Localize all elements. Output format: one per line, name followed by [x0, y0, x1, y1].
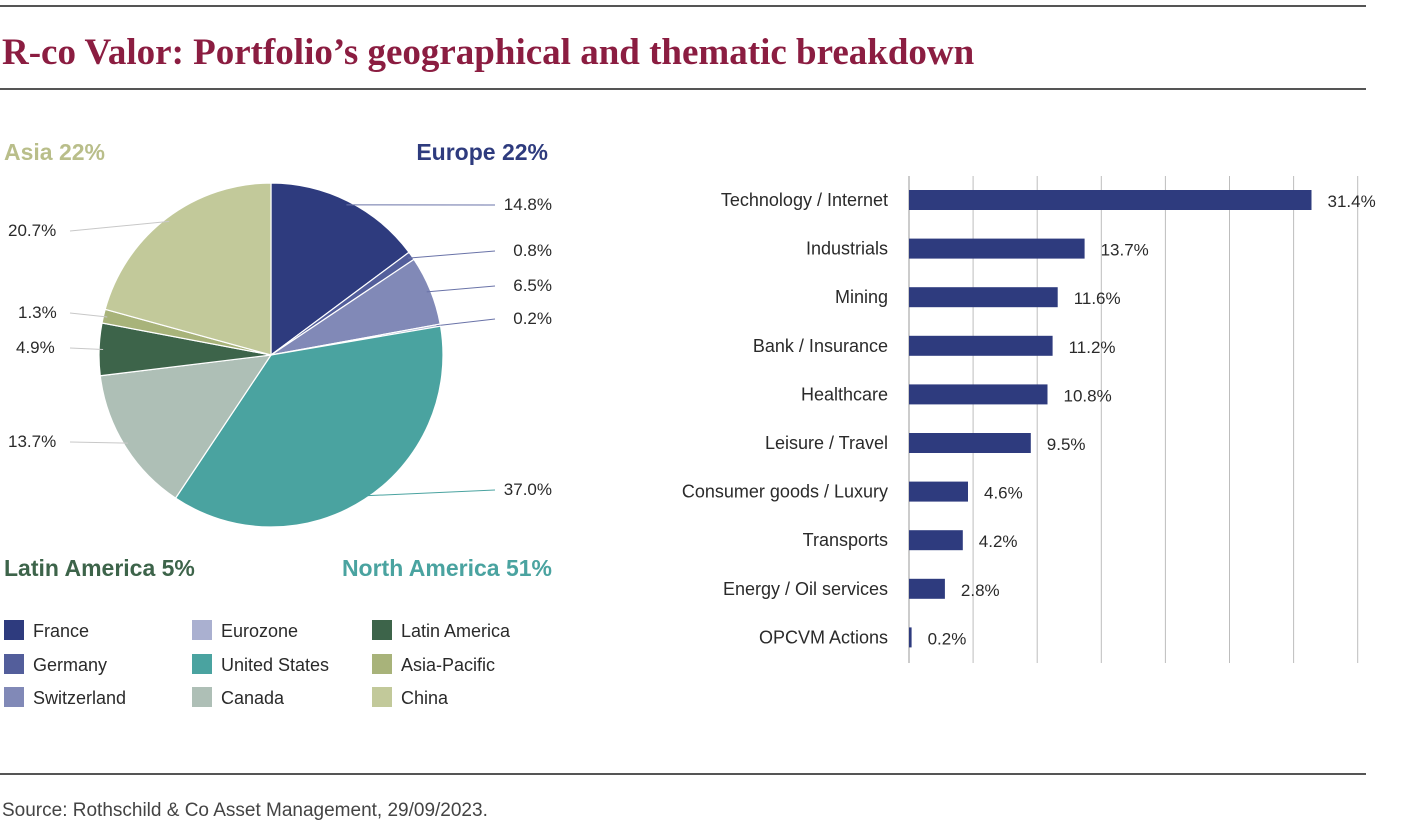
title-underline — [0, 88, 1366, 90]
pie-leader-line-germany — [408, 250, 496, 259]
region-label-north-america: North America 51% — [342, 555, 552, 581]
bar-value-label-transports: 4.2% — [979, 532, 1018, 551]
bar-category-label-opcvm-actions: OPCVM Actions — [759, 627, 888, 647]
bar-chart: Technology / Internet 31.4% Industrials 13.… — [682, 176, 1376, 663]
bar-value-label-mining: 11.6% — [1074, 289, 1121, 308]
legend-label-germany: Germany — [33, 655, 107, 675]
pie-leader-line-canada — [69, 441, 128, 444]
pie-label-canada: 13.7% — [8, 432, 56, 451]
top-rule — [0, 5, 1366, 7]
pie-leader-line-latin-america — [69, 347, 104, 350]
legend-label-canada: Canada — [221, 688, 285, 708]
bar-value-label-opcvm-actions: 0.2% — [928, 629, 967, 648]
pie-label-eurozone: 0.2% — [513, 309, 552, 328]
bar-category-label-healthcare: Healthcare — [801, 384, 888, 404]
bar-value-label-energy-oil-services: 2.8% — [961, 581, 1000, 600]
bar-category-label-mining: Mining — [835, 287, 888, 307]
pie-slice-china — [104, 182, 272, 356]
legend-label-latin-america: Latin America — [401, 621, 511, 641]
pie-label-asia-pacific: 1.3% — [18, 303, 57, 322]
bar-category-label-transports: Transports — [803, 530, 888, 550]
legend-swatch-switzerland — [4, 687, 24, 707]
pie-chart: 14.8% 0.8% 6.5% 0.2% 37.0% 13.7% 4.9% 1.3% 20.7%… — [4, 139, 552, 708]
bar-value-label-bank-insurance: 11.2% — [1069, 338, 1116, 357]
region-label-europe: Europe 22% — [416, 139, 548, 165]
pie-leader-line-switzerland — [426, 285, 496, 293]
bar-bank-insurance — [909, 335, 1053, 356]
legend-swatch-germany — [4, 654, 24, 674]
bar-value-label-consumer-goods-luxury: 4.6% — [984, 484, 1023, 503]
bar-category-label-consumer-goods-luxury: Consumer goods / Luxury — [682, 482, 888, 502]
legend-label-switzerland: Switzerland — [33, 688, 126, 708]
pie-label-switzerland: 6.5% — [513, 276, 552, 295]
pie-leader-line-asia-pacific — [69, 312, 108, 318]
bar-category-label-bank-insurance: Bank / Insurance — [753, 336, 888, 356]
pie-leader-line-united-states — [362, 489, 496, 497]
legend-swatch-canada — [192, 687, 212, 707]
legend-label-china: China — [401, 688, 449, 708]
legend-label-asia-pacific: Asia-Pacific — [401, 655, 495, 675]
legend-label-united-states: United States — [221, 655, 329, 675]
bar-leisure-travel — [909, 433, 1031, 453]
page-title: R-co Valor: Portfolio’s geographical and… — [2, 32, 975, 73]
pie-label-germany: 0.8% — [513, 241, 552, 260]
region-label-latin-america: Latin America 5% — [4, 555, 195, 581]
bar-value-label-industrials: 13.7% — [1101, 241, 1149, 260]
pie-label-france: 14.8% — [504, 195, 552, 214]
pie-leader-line-eurozone — [436, 318, 496, 327]
legend-swatch-france — [4, 620, 24, 640]
bar-value-label-leisure-travel: 9.5% — [1047, 435, 1086, 454]
bar-healthcare — [909, 384, 1048, 405]
source-note: Source: Rothschild & Co Asset Management… — [2, 800, 488, 821]
legend-swatch-united-states — [192, 654, 212, 674]
bar-energy-oil-services — [909, 578, 945, 599]
bar-value-label-technology-internet: 31.4% — [1328, 192, 1376, 211]
legend-label-france: France — [33, 621, 89, 641]
legend-swatch-eurozone — [192, 620, 212, 640]
bar-consumer-goods-luxury — [909, 481, 968, 502]
bar-technology-internet — [909, 190, 1312, 210]
bottom-rule — [0, 773, 1366, 775]
pie-label-united-states: 37.0% — [504, 480, 552, 499]
bar-category-label-leisure-travel: Leisure / Travel — [765, 433, 888, 453]
pie-slice-canada — [99, 354, 273, 499]
legend-swatch-latin-america — [372, 620, 392, 640]
pie-label-china: 20.7% — [8, 221, 56, 240]
pie-label-latin-america: 4.9% — [16, 338, 55, 357]
region-label-asia: Asia 22% — [4, 139, 105, 165]
bar-mining — [909, 287, 1058, 308]
bar-category-label-energy-oil-services: Energy / Oil services — [723, 579, 888, 599]
legend-swatch-asia-pacific — [372, 654, 392, 674]
bar-category-label-technology-internet: Technology / Internet — [721, 190, 888, 210]
pie-leader-line-china — [69, 220, 170, 232]
pie-slice-france — [270, 182, 410, 357]
pie-slice-united-states — [174, 325, 444, 528]
bar-opcvm-actions — [909, 627, 912, 648]
bar-value-label-healthcare: 10.8% — [1064, 386, 1112, 405]
bar-category-label-industrials: Industrials — [806, 239, 888, 259]
bar-industrials — [909, 238, 1085, 259]
bar-transports — [909, 530, 963, 551]
legend-swatch-china — [372, 687, 392, 707]
legend-label-eurozone: Eurozone — [221, 621, 298, 641]
